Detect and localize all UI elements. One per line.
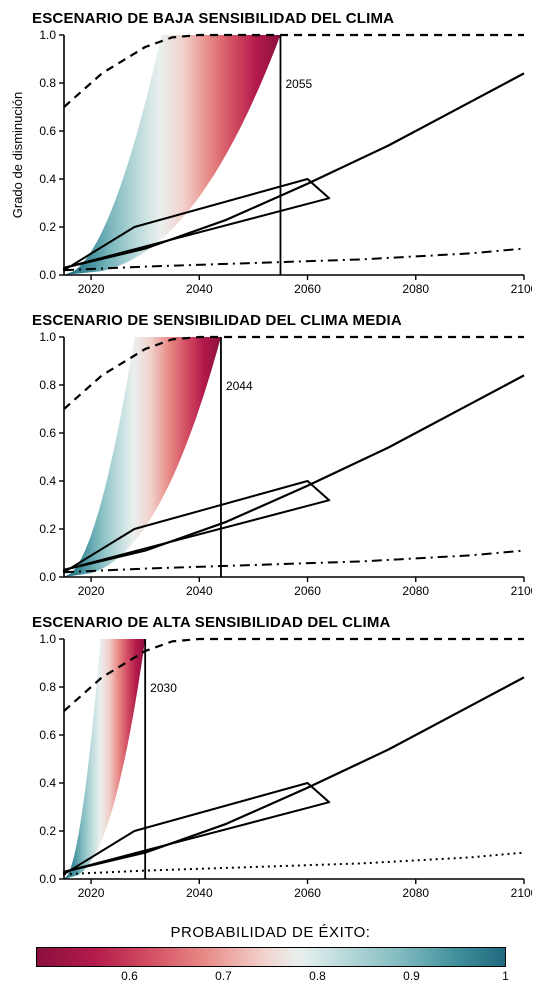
svg-text:1.0: 1.0 (39, 29, 56, 42)
svg-text:2080: 2080 (402, 886, 429, 900)
svg-text:0.4: 0.4 (39, 172, 56, 186)
svg-text:0.0: 0.0 (39, 570, 56, 584)
svg-text:2040: 2040 (186, 584, 213, 598)
svg-text:2100: 2100 (511, 886, 532, 900)
svg-text:2020: 2020 (78, 584, 105, 598)
svg-text:2020: 2020 (78, 282, 105, 296)
legend-title: PROBABILIDAD DE ÉXITO: (6, 924, 535, 941)
panel-title: ESCENARIO DE BAJA SENSIBILIDAD DEL CLIMA (32, 10, 535, 27)
chart-panel-svg: 0.0 0.2 0.4 0.6 0.8 1.0 2020 2040 2060 2080 2100 Gr… (6, 29, 532, 301)
svg-text:2020: 2020 (78, 886, 105, 900)
chart-panel-svg: 0.0 0.2 0.4 0.6 0.8 1.0 2020 2040 2060 2080 2100 20… (6, 331, 532, 603)
svg-text:2040: 2040 (186, 282, 213, 296)
svg-text:0.0: 0.0 (39, 268, 56, 282)
svg-text:2060: 2060 (294, 282, 321, 296)
svg-text:2060: 2060 (294, 886, 321, 900)
svg-text:0.6: 0.6 (39, 728, 56, 742)
svg-text:0.8: 0.8 (39, 378, 56, 392)
svg-text:1.0: 1.0 (39, 331, 56, 344)
svg-text:0.2: 0.2 (39, 220, 56, 234)
svg-text:0.4: 0.4 (39, 474, 56, 488)
svg-text:2080: 2080 (402, 282, 429, 296)
panel-2: ESCENARIO DE ALTA SENSIBILIDAD DEL CLIMA… (6, 614, 535, 910)
svg-text:0.8: 0.8 (39, 76, 56, 90)
svg-text:0.0: 0.0 (39, 872, 56, 886)
svg-text:Grado de disminución: Grado de disminución (10, 92, 25, 218)
svg-text:2100: 2100 (511, 584, 532, 598)
svg-text:0.8: 0.8 (39, 680, 56, 694)
svg-text:2044: 2044 (226, 379, 253, 393)
svg-text:2080: 2080 (402, 584, 429, 598)
svg-text:0.2: 0.2 (39, 824, 56, 838)
svg-text:2040: 2040 (186, 886, 213, 900)
svg-text:2030: 2030 (150, 681, 177, 695)
chart-panel-svg: 0.0 0.2 0.4 0.6 0.8 1.0 2020 2040 2060 2080 2100 20… (6, 633, 532, 905)
colorbar: 0.60.70.80.91 (36, 947, 506, 989)
panel-1: ESCENARIO DE SENSIBILIDAD DEL CLIMA MEDI… (6, 312, 535, 608)
svg-text:2055: 2055 (285, 77, 312, 91)
svg-text:0.2: 0.2 (39, 522, 56, 536)
svg-text:2100: 2100 (511, 282, 532, 296)
panel-title: ESCENARIO DE ALTA SENSIBILIDAD DEL CLIMA (32, 614, 535, 631)
panel-0: ESCENARIO DE BAJA SENSIBILIDAD DEL CLIMA… (6, 10, 535, 306)
panel-title: ESCENARIO DE SENSIBILIDAD DEL CLIMA MEDI… (32, 312, 535, 329)
svg-text:0.4: 0.4 (39, 776, 56, 790)
svg-text:0.6: 0.6 (39, 426, 56, 440)
svg-text:1.0: 1.0 (39, 633, 56, 646)
svg-text:0.6: 0.6 (39, 124, 56, 138)
svg-text:2060: 2060 (294, 584, 321, 598)
